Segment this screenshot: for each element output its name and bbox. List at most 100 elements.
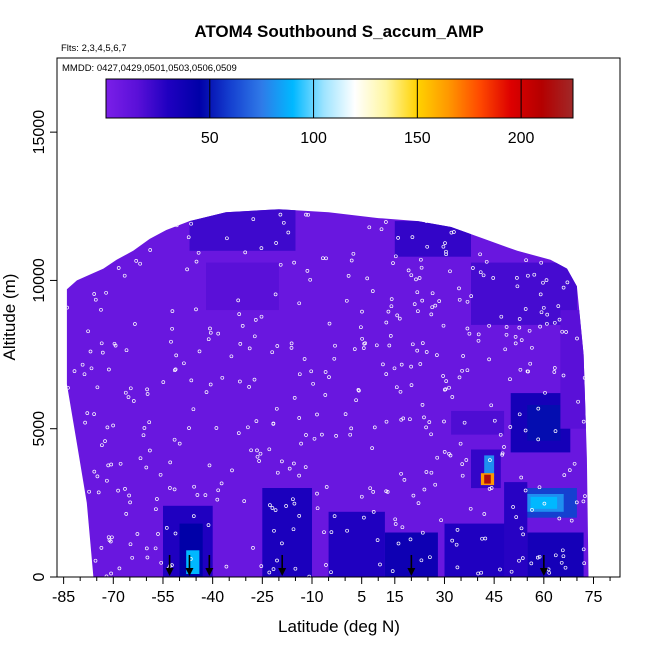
sample-point	[564, 330, 568, 334]
sample-point	[292, 461, 296, 466]
sample-point	[286, 230, 291, 235]
sample-point	[418, 362, 423, 366]
sample-point	[259, 564, 264, 568]
sample-point	[206, 523, 211, 527]
sample-point	[109, 571, 113, 576]
sample-point	[374, 343, 379, 348]
sample-point	[458, 441, 463, 446]
sample-point	[327, 321, 332, 326]
sample-point	[582, 561, 587, 566]
sample-point	[406, 268, 411, 273]
sample-point	[161, 218, 166, 223]
sample-point	[258, 451, 263, 456]
sample-point	[528, 361, 533, 366]
sample-point	[485, 216, 489, 221]
sample-point	[399, 471, 403, 476]
sample-point	[541, 237, 545, 242]
sample-point	[541, 280, 545, 285]
sample-point	[386, 309, 391, 314]
sample-point	[424, 350, 429, 354]
sample-point	[304, 433, 308, 437]
x-tick-label: 60	[535, 589, 553, 606]
sample-point	[315, 506, 320, 511]
sample-point	[581, 224, 585, 228]
heatmap-cell	[451, 410, 505, 435]
sample-point	[467, 331, 472, 336]
y-tick-label: 15000	[31, 110, 48, 155]
x-tick-label: 45	[485, 589, 503, 606]
sample-point	[194, 259, 199, 264]
sample-point	[346, 274, 351, 278]
sample-point	[517, 558, 521, 563]
sample-point	[441, 244, 446, 249]
sample-point	[148, 248, 153, 252]
sample-point	[306, 212, 311, 217]
sample-point	[359, 494, 364, 499]
x-tick-label: -85	[52, 589, 75, 606]
sample-point	[108, 539, 113, 544]
sample-point	[408, 537, 413, 542]
sample-point	[429, 432, 433, 437]
sample-point	[518, 367, 523, 372]
sample-point	[304, 212, 308, 217]
sample-point	[66, 239, 71, 244]
sample-point	[82, 372, 87, 377]
sample-point	[72, 271, 77, 276]
sample-point	[449, 230, 454, 235]
sample-point	[273, 508, 278, 512]
sample-point	[536, 406, 541, 411]
sample-point	[424, 470, 429, 474]
sample-point	[144, 546, 149, 551]
sample-point	[545, 312, 550, 317]
sample-point	[375, 538, 380, 542]
sample-point	[427, 420, 432, 424]
sample-point	[206, 337, 211, 342]
sample-point	[182, 361, 186, 366]
sample-point	[86, 329, 90, 334]
sample-point	[122, 237, 127, 241]
sample-point	[370, 289, 375, 293]
sample-point	[581, 419, 586, 424]
sample-point	[289, 341, 294, 346]
sample-point	[554, 255, 558, 259]
sample-point	[229, 354, 234, 359]
sample-point	[131, 237, 135, 242]
sample-point	[68, 466, 72, 470]
sample-point	[168, 460, 173, 465]
sample-point	[357, 388, 361, 393]
sample-point	[469, 294, 474, 298]
sample-point	[85, 411, 90, 415]
sample-point	[360, 336, 364, 341]
sample-point	[465, 326, 470, 331]
heatmap-cell	[560, 310, 587, 429]
sample-point	[398, 389, 403, 394]
sample-point	[387, 343, 392, 348]
sample-point	[253, 318, 258, 322]
sample-point	[439, 518, 443, 523]
sample-point	[519, 526, 524, 531]
sample-point	[432, 214, 436, 219]
sample-point	[268, 503, 272, 507]
sample-point	[197, 349, 202, 354]
sample-point	[348, 432, 353, 437]
sample-point	[106, 463, 111, 468]
sample-point	[466, 227, 470, 232]
sample-point	[583, 494, 587, 498]
sample-point	[365, 276, 370, 281]
sample-point	[561, 554, 566, 559]
sample-point	[95, 474, 100, 479]
sample-point	[225, 236, 229, 241]
sample-point	[243, 250, 248, 255]
sample-point	[442, 450, 447, 454]
sample-point	[384, 220, 388, 224]
x-tick-label: -40	[201, 589, 224, 606]
sample-point	[315, 491, 319, 496]
sample-point	[395, 313, 400, 318]
sample-point	[359, 325, 363, 330]
sample-point	[559, 560, 564, 565]
sample-point	[303, 465, 308, 469]
sample-point	[291, 527, 296, 532]
sample-point	[329, 530, 334, 534]
sample-point	[344, 298, 349, 303]
sample-point	[560, 548, 565, 553]
